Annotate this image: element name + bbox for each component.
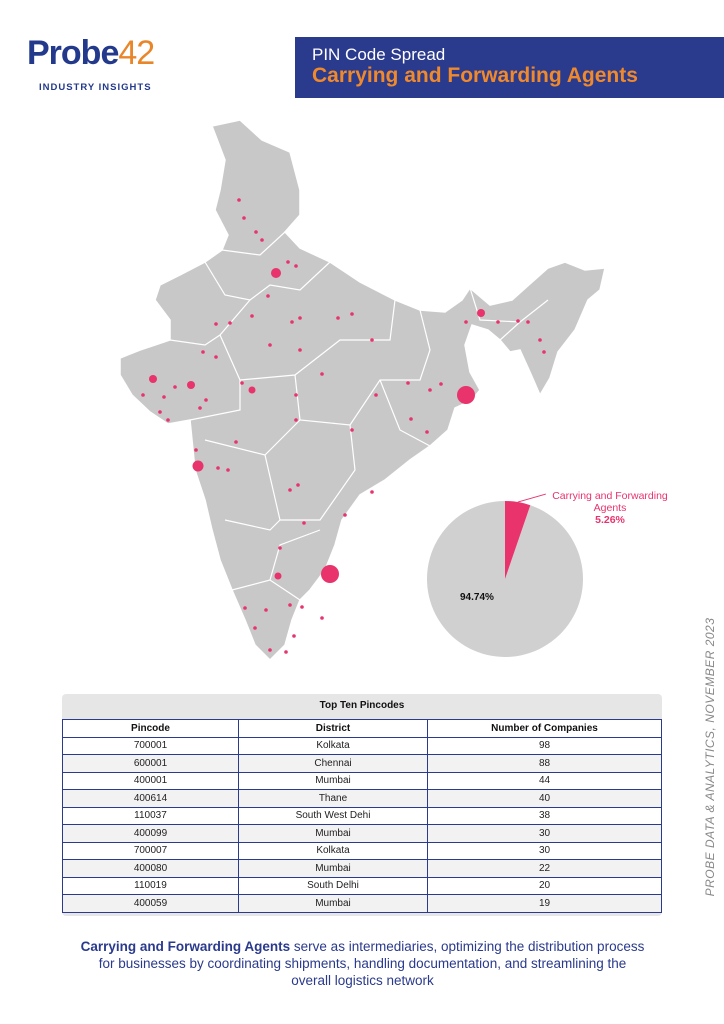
table-row: 110019 South Delhi 20 (62, 876, 662, 895)
table-header-row: Pincode District Number of Companies (62, 719, 662, 738)
india-map (119, 119, 606, 662)
cell-district: Chennai (238, 754, 428, 773)
cell-companies: 88 (427, 754, 662, 773)
logo-wordmark: Probe42 (27, 34, 155, 73)
table-row: 400614 Thane 40 (62, 789, 662, 808)
pie-highlight-label: Carrying and Forwarding Agents 5.26% (540, 490, 680, 526)
cell-companies: 19 (427, 894, 662, 913)
cell-pincode: 400099 (62, 824, 239, 843)
side-caption-text: PROBE DATA & ANALYTICS, NOVEMBER 2023 (703, 617, 717, 897)
pie-highlight-percent: 5.26% (595, 514, 625, 526)
cell-pincode: 700007 (62, 841, 239, 860)
cell-pincode: 400059 (62, 894, 239, 913)
table-row: 400001 Mumbai 44 (62, 771, 662, 790)
logo-tagline: INDUSTRY INSIGHTS (39, 82, 152, 93)
cell-companies: 30 (427, 841, 662, 860)
table-row: 700007 Kolkata 30 (62, 841, 662, 860)
table-row: 110037 South West Dehi 38 (62, 806, 662, 825)
cell-district: Thane (238, 789, 428, 808)
table-row: 600001 Chennai 88 (62, 754, 662, 773)
cell-companies: 30 (427, 824, 662, 843)
side-caption: PROBE DATA & ANALYTICS, NOVEMBER 2023 (700, 600, 717, 930)
header-subtitle: PIN Code Spread (312, 45, 446, 64)
cell-companies: 20 (427, 876, 662, 895)
probe42-logo: Probe42 INDUSTRY INSIGHTS (27, 34, 157, 96)
pie-highlight-name: Carrying and Forwarding Agents (552, 490, 668, 514)
cell-pincode: 600001 (62, 754, 239, 773)
cell-district: Mumbai (238, 859, 428, 878)
india-outline (119, 119, 606, 662)
cell-pincode: 700001 (62, 736, 239, 755)
header-title: Carrying and Forwarding Agents (312, 64, 638, 87)
cell-district: Kolkata (238, 841, 428, 860)
cell-district: South West Dehi (238, 806, 428, 825)
table-row: 400059 Mumbai 19 (62, 894, 662, 913)
cell-pincode: 110019 (62, 876, 239, 895)
table-row: 400080 Mumbai 22 (62, 859, 662, 878)
table-row: 400099 Mumbai 30 (62, 824, 662, 843)
header-pincode: Pincode (62, 719, 239, 738)
header-companies: Number of Companies (427, 719, 662, 738)
logo-number: 42 (118, 34, 155, 72)
cell-companies: 22 (427, 859, 662, 878)
top-pincodes-table: Top Ten Pincodes Pincode District Number… (62, 694, 662, 916)
state-borders (169, 231, 549, 601)
pie-rest-percent: 94.74% (460, 592, 494, 603)
footer-description: Carrying and Forwarding Agents serve as … (80, 938, 645, 989)
cell-district: Mumbai (238, 894, 428, 913)
footer-bold-term: Carrying and Forwarding Agents (80, 939, 291, 954)
footer-text: serve as intermediaries, optimizing the … (98, 939, 645, 988)
cell-pincode: 400001 (62, 771, 239, 790)
cell-companies: 98 (427, 736, 662, 755)
cell-pincode: 400614 (62, 789, 239, 808)
table-title: Top Ten Pincodes (319, 700, 405, 711)
pie-slice-highlight (505, 501, 531, 579)
cell-companies: 40 (427, 789, 662, 808)
cell-district: Mumbai (238, 771, 428, 790)
cell-pincode: 110037 (62, 806, 239, 825)
pie-chart (427, 493, 583, 657)
cell-district: Kolkata (238, 736, 428, 755)
header-district: District (238, 719, 428, 738)
pie-leader-line (517, 493, 546, 503)
logo-name: Probe (27, 34, 119, 72)
pincode-markers (141, 198, 546, 654)
cell-companies: 44 (427, 771, 662, 790)
table-row: 700001 Kolkata 98 (62, 736, 662, 755)
header-banner: PIN Code Spread Carrying and Forwarding … (295, 37, 724, 98)
cell-district: Mumbai (238, 824, 428, 843)
cell-district: South Delhi (238, 876, 428, 895)
pincode-table: Pincode District Number of Companies 700… (62, 719, 662, 913)
cell-companies: 38 (427, 806, 662, 825)
cell-pincode: 400080 (62, 859, 239, 878)
